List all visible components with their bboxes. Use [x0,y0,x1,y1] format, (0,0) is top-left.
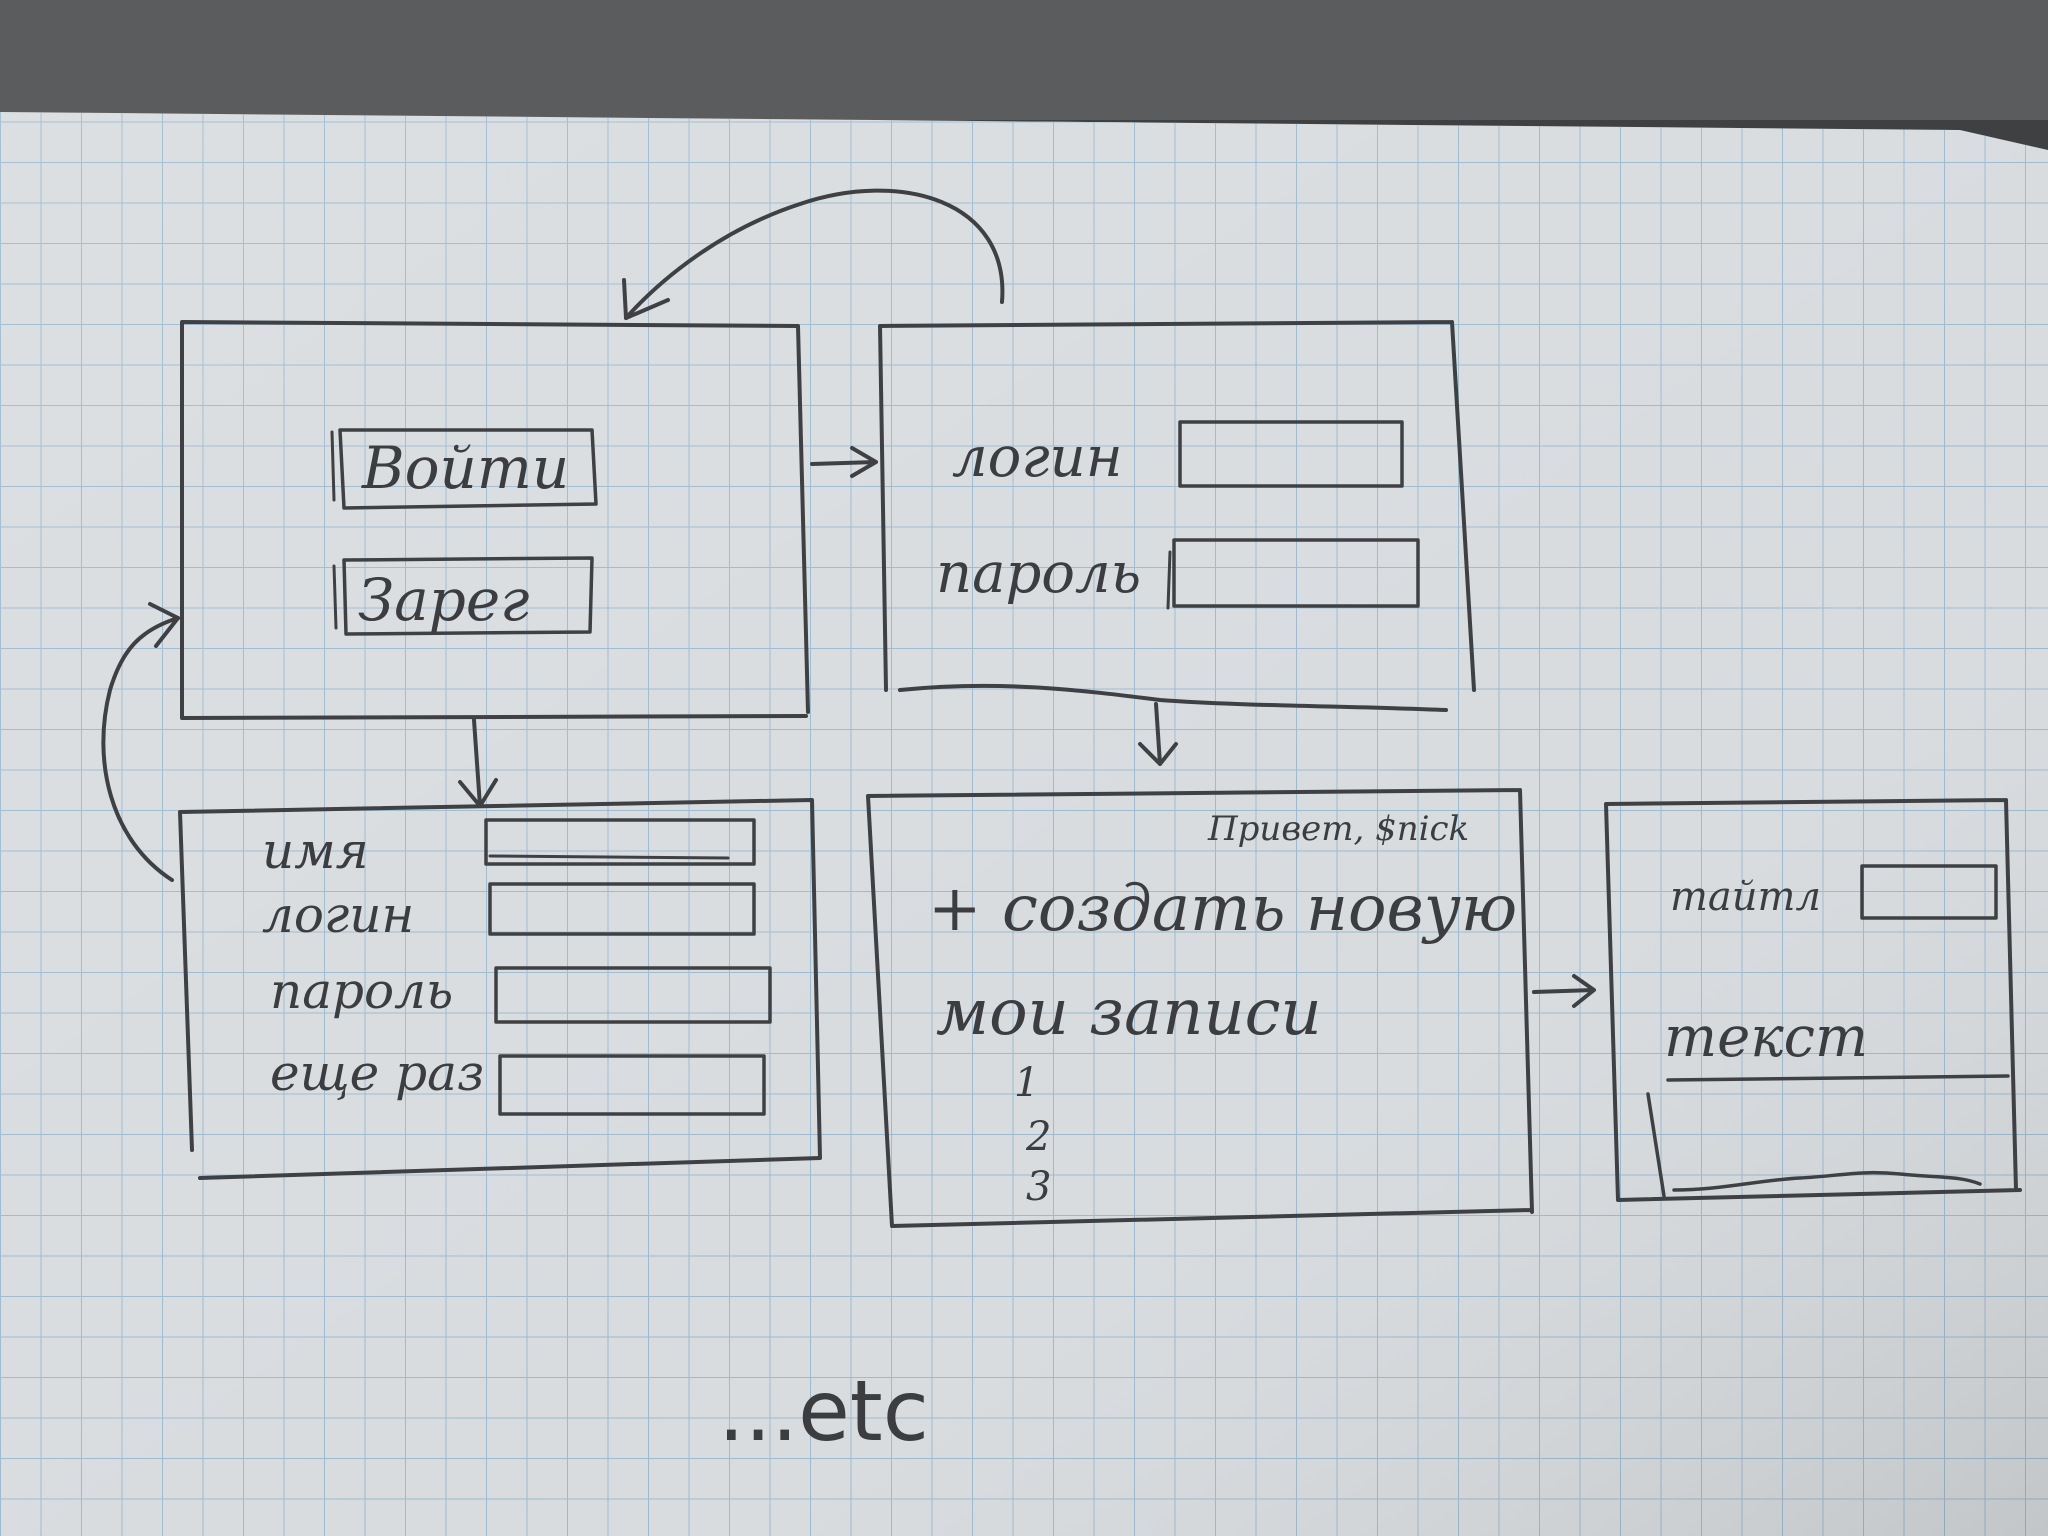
notes-list-item[interactable]: 3 [1026,1164,1051,1210]
editor-screen: тайтл текст [1604,798,2022,1202]
register-screen: имя логин пароль еще раз [178,798,822,1180]
notes-list-item[interactable]: 1 [1014,1060,1039,1106]
etc-text: ...etc [718,1362,929,1460]
register-name-input[interactable] [484,818,756,866]
password-label: пароль [936,541,1141,606]
text-area[interactable] [1646,1074,2010,1198]
notes-screen: Привет, $nick + создать новую мои записи… [866,788,1534,1228]
login-screen: логин пароль [878,320,1476,712]
arrow-start-to-register [458,718,498,808]
register-login-input[interactable] [488,882,756,936]
register-repeat-label: еще раз [270,1044,484,1102]
paper-shading [0,112,2048,1536]
login-button[interactable]: Войти [330,428,598,510]
title-input[interactable] [1860,864,1998,920]
desk-background-light [0,0,2048,120]
password-input[interactable] [1172,538,1420,608]
register-name-label: имя [262,822,369,880]
flow-arrows [101,188,1596,1008]
register-login-label: логин [262,886,414,944]
login-label: логин [952,425,1123,490]
arrow-register-to-start [101,616,180,882]
text-label: текст [1664,1005,1868,1070]
arrow-start-to-login [810,446,878,478]
register-button-label: Зарег [358,566,529,634]
login-input[interactable] [1178,420,1404,488]
register-repeat-input[interactable] [498,1054,766,1116]
create-new-link[interactable]: + создать новую [928,872,1517,946]
login-button-label: Войти [361,434,569,502]
start-screen: Войти Зарег [180,320,810,720]
greeting-text: Привет, $nick [1207,809,1469,849]
notes-list-item[interactable]: 2 [1025,1114,1051,1160]
title-label: тайтл [1670,874,1821,920]
my-notes-heading: мои записи [936,976,1322,1050]
register-password-label: пароль [270,962,453,1020]
arrow-notes-to-editor [1532,974,1596,1008]
arrow-login-to-start [624,188,1005,320]
register-button[interactable]: Зарег [332,556,594,636]
arrow-login-to-notes [1138,702,1178,766]
register-password-input[interactable] [494,966,772,1024]
